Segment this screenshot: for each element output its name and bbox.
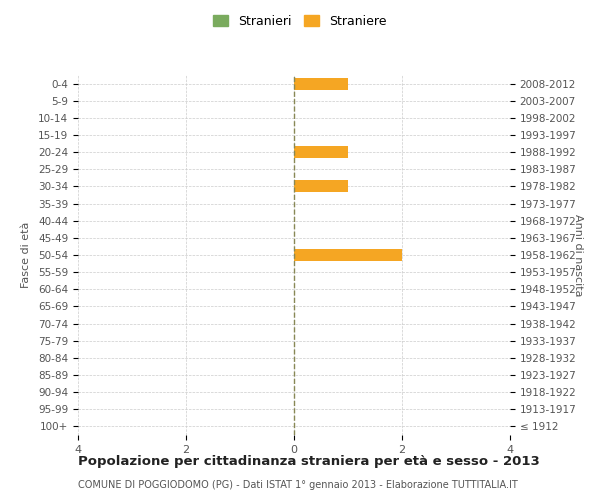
Legend: Stranieri, Straniere: Stranieri, Straniere — [209, 11, 391, 32]
Bar — [294, 146, 348, 158]
Text: COMUNE DI POGGIODOMO (PG) - Dati ISTAT 1° gennaio 2013 - Elaborazione TUTTITALIA: COMUNE DI POGGIODOMO (PG) - Dati ISTAT 1… — [78, 480, 518, 490]
Text: Popolazione per cittadinanza straniera per età e sesso - 2013: Popolazione per cittadinanza straniera p… — [78, 455, 540, 468]
Bar — [294, 180, 348, 192]
Bar — [294, 78, 348, 90]
Y-axis label: Fasce di età: Fasce di età — [21, 222, 31, 288]
Bar — [294, 249, 402, 261]
Y-axis label: Anni di nascita: Anni di nascita — [574, 214, 583, 296]
